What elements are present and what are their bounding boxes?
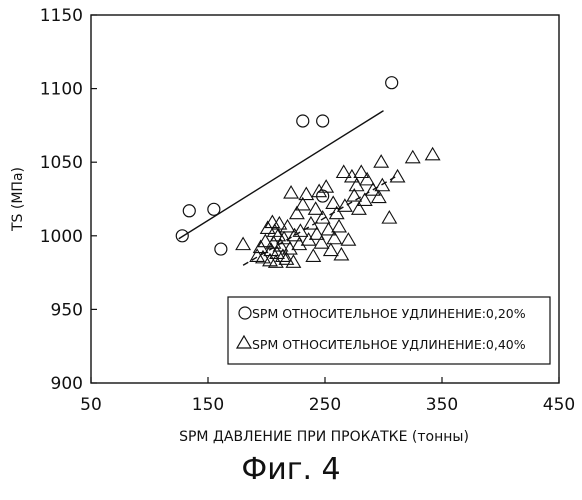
x-tick-label: 350: [426, 395, 458, 415]
data-point-triangle: [309, 202, 323, 214]
data-point-triangle: [391, 170, 405, 182]
data-points: [176, 77, 439, 268]
x-tick-label: 450: [543, 395, 575, 415]
x-tick-label: 250: [309, 395, 341, 415]
data-point-triangle: [299, 188, 313, 200]
data-point-circle: [208, 203, 220, 215]
data-point-triangle: [306, 249, 320, 261]
data-point-circle: [317, 115, 329, 127]
data-point-triangle: [382, 211, 396, 223]
legend-label-series-2: SPM ОТНОСИТЕЛЬНОЕ УДЛИНЕНИЕ:0,40%: [252, 337, 526, 352]
legend: SPM ОТНОСИТЕЛЬНОЕ УДЛИНЕНИЕ:0,20% SPM ОТ…: [228, 297, 550, 364]
y-tick-label: 1000: [40, 227, 83, 247]
figure-caption: Фиг. 4: [0, 452, 582, 487]
legend-label-series-1: SPM ОТНОСИТЕЛЬНОЕ УДЛИНЕНИЕ:0,20%: [252, 306, 526, 321]
data-point-circle: [386, 77, 398, 89]
x-axis-label: SPM ДАВЛЕНИЕ ПРИ ПРОКАТКЕ (тонны): [179, 429, 469, 445]
data-point-triangle: [406, 151, 420, 163]
data-point-circle: [297, 115, 309, 127]
data-point-triangle: [341, 233, 355, 245]
data-point-triangle: [314, 236, 328, 248]
y-tick-label: 1100: [40, 80, 83, 100]
x-tick-label: 50: [80, 395, 102, 415]
data-point-triangle: [292, 238, 306, 250]
x-tick-label: 150: [192, 395, 224, 415]
scatter-chart: 50 150 250 350 450 900 950 1000 1050 1100 1150 TS…: [0, 0, 582, 452]
y-tick-label: 1050: [40, 153, 83, 173]
fit-lines: [179, 111, 395, 266]
y-axis-label: TS (МПа): [10, 167, 26, 232]
y-tick-label: 900: [51, 374, 83, 394]
y-tick-label: 950: [51, 300, 83, 320]
y-axis-ticks: 900 950 1000 1050 1100 1150: [40, 6, 97, 394]
data-point-triangle: [332, 220, 346, 232]
data-point-triangle: [316, 211, 330, 223]
data-point-triangle: [374, 155, 388, 167]
data-point-triangle: [236, 238, 250, 250]
data-point-circle: [215, 243, 227, 255]
data-point-triangle: [324, 244, 338, 256]
data-point-triangle: [426, 148, 440, 160]
data-point-triangle: [284, 186, 298, 198]
data-point-triangle: [354, 166, 368, 178]
y-tick-label: 1150: [40, 6, 83, 26]
data-point-circle: [183, 205, 195, 217]
